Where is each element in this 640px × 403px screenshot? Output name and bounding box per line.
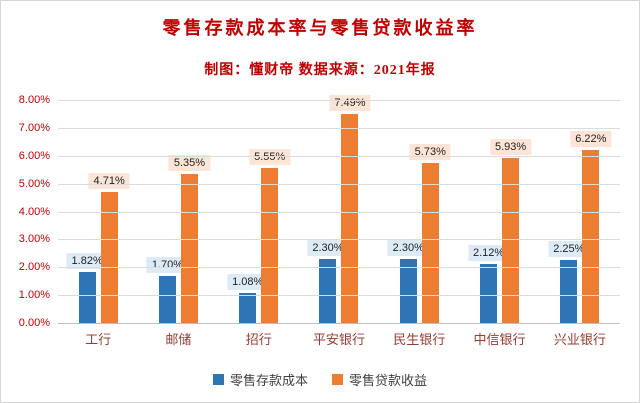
y-axis-tick-label: 7.00% bbox=[18, 121, 50, 134]
gridline bbox=[58, 100, 620, 101]
data-label: 1.08% bbox=[227, 273, 269, 290]
legend-item: 零售贷款收益 bbox=[332, 370, 427, 389]
gridline bbox=[58, 183, 620, 185]
bar: 2.30% bbox=[387, 239, 429, 323]
x-axis-category-label: 兴业银行 bbox=[553, 332, 606, 347]
chart-title: 零售存款成本率与零售贷款收益率 bbox=[162, 18, 478, 38]
data-label: 5.35% bbox=[168, 154, 211, 171]
data-label: 2.30% bbox=[387, 239, 429, 256]
legend-item: 零售存款成本 bbox=[212, 370, 308, 389]
y-axis-tick-label: 2.00% bbox=[18, 261, 50, 274]
bar: 2.25% bbox=[548, 241, 590, 323]
bar-group: 2.12% 5.93% bbox=[459, 100, 539, 323]
x-axis-category-label: 平安银行 bbox=[312, 332, 365, 347]
gridline bbox=[58, 127, 620, 129]
bar: 2.12% bbox=[467, 244, 510, 323]
legend-label: 零售贷款收益 bbox=[349, 373, 428, 388]
data-label: 7.49% bbox=[329, 95, 371, 112]
x-axis-category-label: 邮储 bbox=[165, 332, 192, 347]
plot-area: 1.82% 4.71% 1.70% 5.35% 1.08% 5.55% 2.30% 7.49%… bbox=[19, 94, 620, 329]
y-axis-tick-label: 1.00% bbox=[18, 289, 50, 302]
data-label: 5.93% bbox=[489, 138, 532, 155]
gridline bbox=[58, 155, 620, 157]
bar: 5.93% bbox=[489, 138, 532, 323]
bar: 6.22% bbox=[570, 130, 612, 323]
bar-group: 2.30% 5.73% bbox=[379, 100, 459, 323]
bar: 2.30% bbox=[307, 239, 349, 323]
bar: 7.49% bbox=[329, 95, 371, 323]
x-axis-labels: 工行 邮储 招行 平安银行 民生银行 中信银行 兴业银行 bbox=[58, 329, 620, 348]
legend-swatch-icon bbox=[212, 374, 224, 385]
legend-swatch-icon bbox=[332, 374, 343, 385]
legend-label: 零售存款成本 bbox=[229, 373, 308, 388]
data-label: 5.73% bbox=[409, 144, 451, 161]
data-label: 1.82% bbox=[66, 253, 108, 270]
y-axis-tick-label: 6.00% bbox=[18, 149, 50, 162]
gridline bbox=[58, 239, 620, 241]
y-axis-tick-label: 0.00% bbox=[18, 317, 50, 329]
bar: 5.73% bbox=[409, 144, 451, 323]
bar-group: 1.08% 5.55% bbox=[219, 100, 299, 323]
x-axis-category-label: 民生银行 bbox=[393, 332, 446, 347]
y-axis-tick-label: 8.00% bbox=[18, 94, 50, 106]
data-label: 6.22% bbox=[570, 130, 612, 147]
data-label: 5.55% bbox=[249, 149, 291, 166]
legend: 零售存款成本 零售贷款收益 bbox=[1, 370, 639, 389]
y-axis-tick-label: 5.00% bbox=[18, 177, 50, 190]
x-axis-category-label: 招行 bbox=[245, 332, 272, 347]
bar-group: 2.25% 6.22% bbox=[540, 100, 620, 323]
data-label: 2.30% bbox=[307, 239, 349, 256]
data-label: 2.25% bbox=[548, 241, 590, 258]
y-axis-tick-label: 3.00% bbox=[18, 233, 50, 246]
chart-subtitle: 制图：懂财帝 数据来源：2021年报 bbox=[204, 63, 436, 78]
x-axis-category-label: 工行 bbox=[85, 332, 112, 347]
bar: 1.70% bbox=[146, 256, 189, 323]
bar-group: 1.70% 5.35% bbox=[138, 100, 218, 323]
bar: 1.08% bbox=[227, 273, 269, 323]
gridline bbox=[58, 211, 620, 213]
data-label: 2.12% bbox=[467, 244, 510, 261]
gridline bbox=[58, 295, 620, 297]
bar-group: 1.82% 4.71% bbox=[58, 100, 138, 323]
x-axis-category-label: 中信银行 bbox=[473, 332, 526, 347]
bar: 1.82% bbox=[66, 253, 108, 323]
data-label: 4.71% bbox=[88, 172, 130, 189]
y-axis-tick-label: 4.00% bbox=[18, 205, 50, 218]
gridline bbox=[58, 267, 620, 269]
bar: 5.35% bbox=[168, 154, 211, 323]
bar: 5.55% bbox=[249, 149, 291, 323]
